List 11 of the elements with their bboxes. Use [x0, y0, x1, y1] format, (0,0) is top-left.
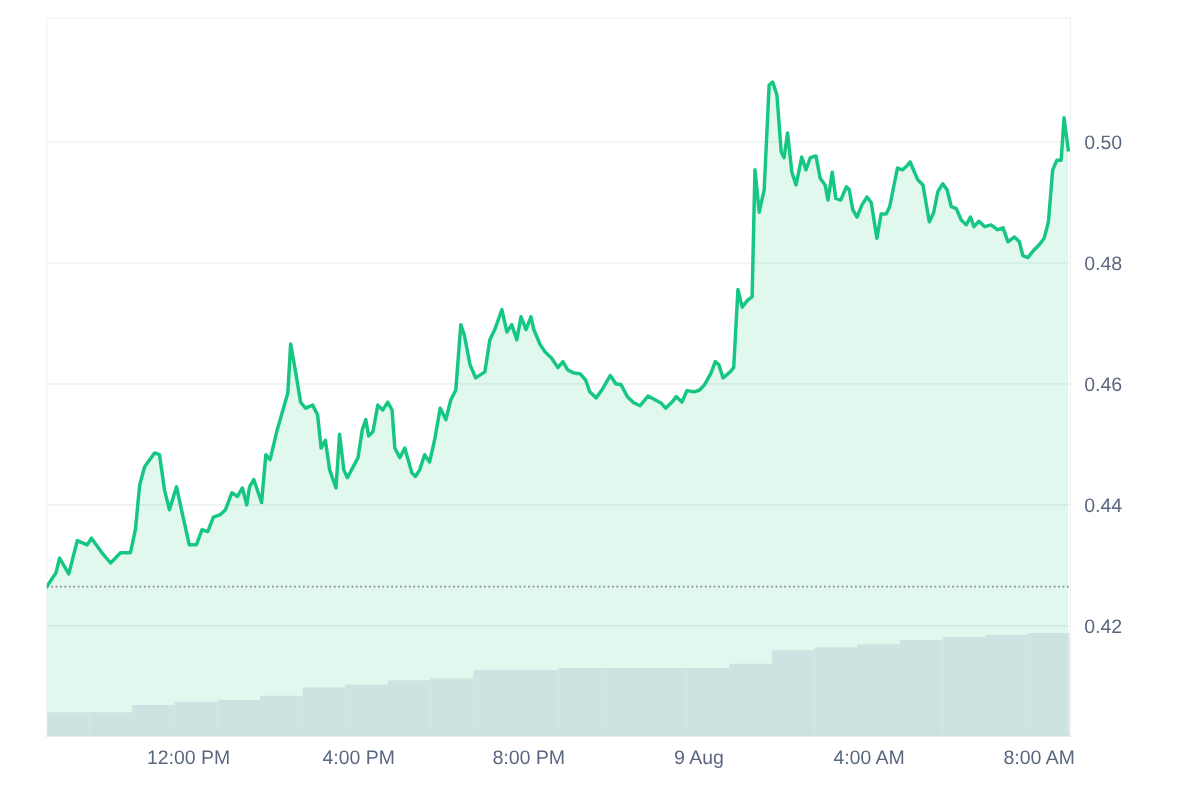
x-tick-label: 8:00 PM [493, 750, 564, 765]
y-tick-label: 0.42 [1085, 619, 1122, 634]
x-tick-label: 9 Aug [675, 750, 723, 769]
y-tick-label: 0.48 [1085, 256, 1122, 271]
y-tick-label: 0.46 [1085, 377, 1122, 392]
x-tick-label: 4:00 AM [833, 750, 904, 765]
x-tick-label: 12:00 PM [148, 750, 229, 765]
x-tick-label: 8:00 AM [1004, 750, 1074, 765]
y-tick-label: 0.50 [1085, 135, 1122, 150]
y-tick-label: 0.44 [1085, 498, 1122, 513]
x-tick-label: 4:00 PM [322, 750, 394, 765]
